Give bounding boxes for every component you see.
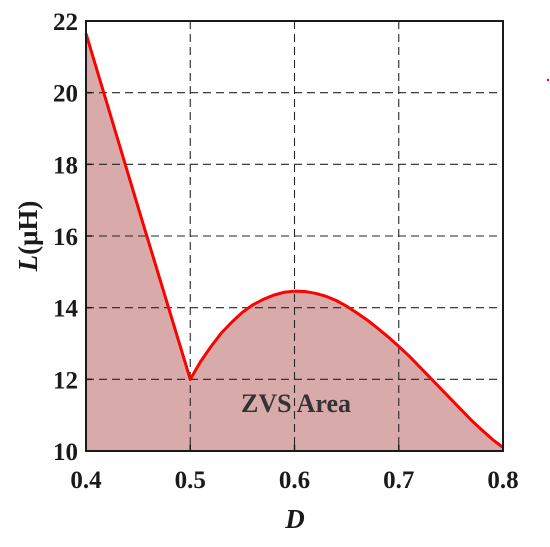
y-tick-label: 22 (53, 9, 78, 36)
y-tick-label: 16 (53, 224, 78, 251)
y-tick-label: 10 (53, 439, 78, 466)
y-axis-label-var: L (13, 255, 43, 273)
y-axis-label: L(μH) (13, 201, 43, 273)
y-axis-label-unit: (μH) (13, 201, 43, 255)
y-tick-label: 20 (53, 81, 78, 108)
x-tick-label: 0.4 (70, 467, 102, 494)
x-tick-label: 0.6 (279, 467, 310, 494)
x-axis-label: D (284, 504, 305, 534)
series-line (84, 33, 504, 449)
y-tick-label: 12 (53, 367, 78, 394)
annotation: ZVS Area (241, 389, 351, 418)
x-tick-label: 0.8 (487, 467, 518, 494)
stray-dot (546, 78, 550, 82)
x-tick-label: 0.7 (383, 467, 414, 494)
y-ticks: 10 12 14 16 18 20 22 (53, 9, 92, 466)
x-tick-label: 0.5 (175, 467, 206, 494)
y-tick-label: 14 (53, 296, 79, 323)
y-tick-label: 18 (53, 152, 78, 179)
x-ticks: 0.4 0.5 0.6 0.7 0.8 (70, 445, 519, 494)
series-layer (84, 33, 504, 449)
